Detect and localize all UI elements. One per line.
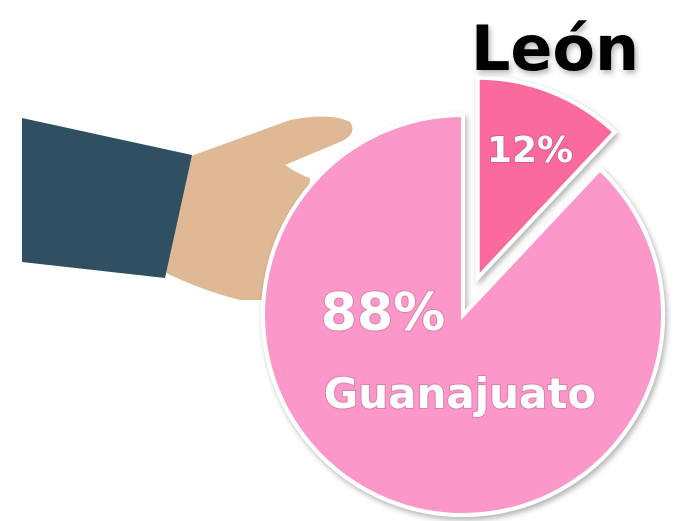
value-label: 88% [321, 283, 445, 343]
value-label: 12% [487, 130, 573, 171]
chart: León 12% 88% Guanajuato [0, 0, 685, 521]
category-label: León [471, 12, 639, 85]
category-label: Guanajuato [324, 369, 597, 418]
